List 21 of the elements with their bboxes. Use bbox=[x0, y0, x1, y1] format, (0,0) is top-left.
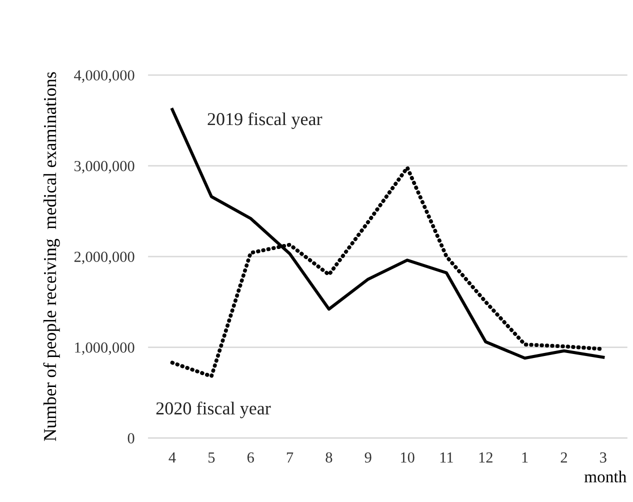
y-tick-label: 3,000,000 bbox=[74, 160, 134, 174]
x-axis-title: month bbox=[584, 470, 626, 482]
x-tick-label: 11 bbox=[440, 452, 453, 462]
x-tick-label: 10 bbox=[401, 452, 414, 463]
x-tick-label: 8 bbox=[326, 452, 332, 463]
y-tick-label: 4,000,000 bbox=[74, 70, 134, 83]
series-label: 2019 fiscal year bbox=[208, 112, 322, 129]
x-tick-label: 5 bbox=[208, 452, 215, 463]
x-tick-label: 1 bbox=[522, 452, 528, 462]
x-tick-label: 12 bbox=[479, 452, 492, 462]
y-tick-label: 2,000,000 bbox=[74, 252, 134, 264]
x-tick-label: 6 bbox=[247, 452, 254, 463]
x-tick-label: 9 bbox=[364, 452, 372, 463]
y-axis-title: Number of people receiving medical examinations bbox=[43, 72, 60, 442]
y-tick-label: 0 bbox=[128, 433, 134, 444]
y-tick-label: 1,000,000 bbox=[75, 342, 134, 355]
x-tick-label: 3 bbox=[600, 452, 606, 463]
x-tick-label: 2 bbox=[560, 452, 567, 462]
x-tick-label: 4 bbox=[168, 452, 176, 462]
x-tick-label: 7 bbox=[286, 452, 294, 462]
series-label: 2020 fiscal year bbox=[156, 402, 271, 418]
